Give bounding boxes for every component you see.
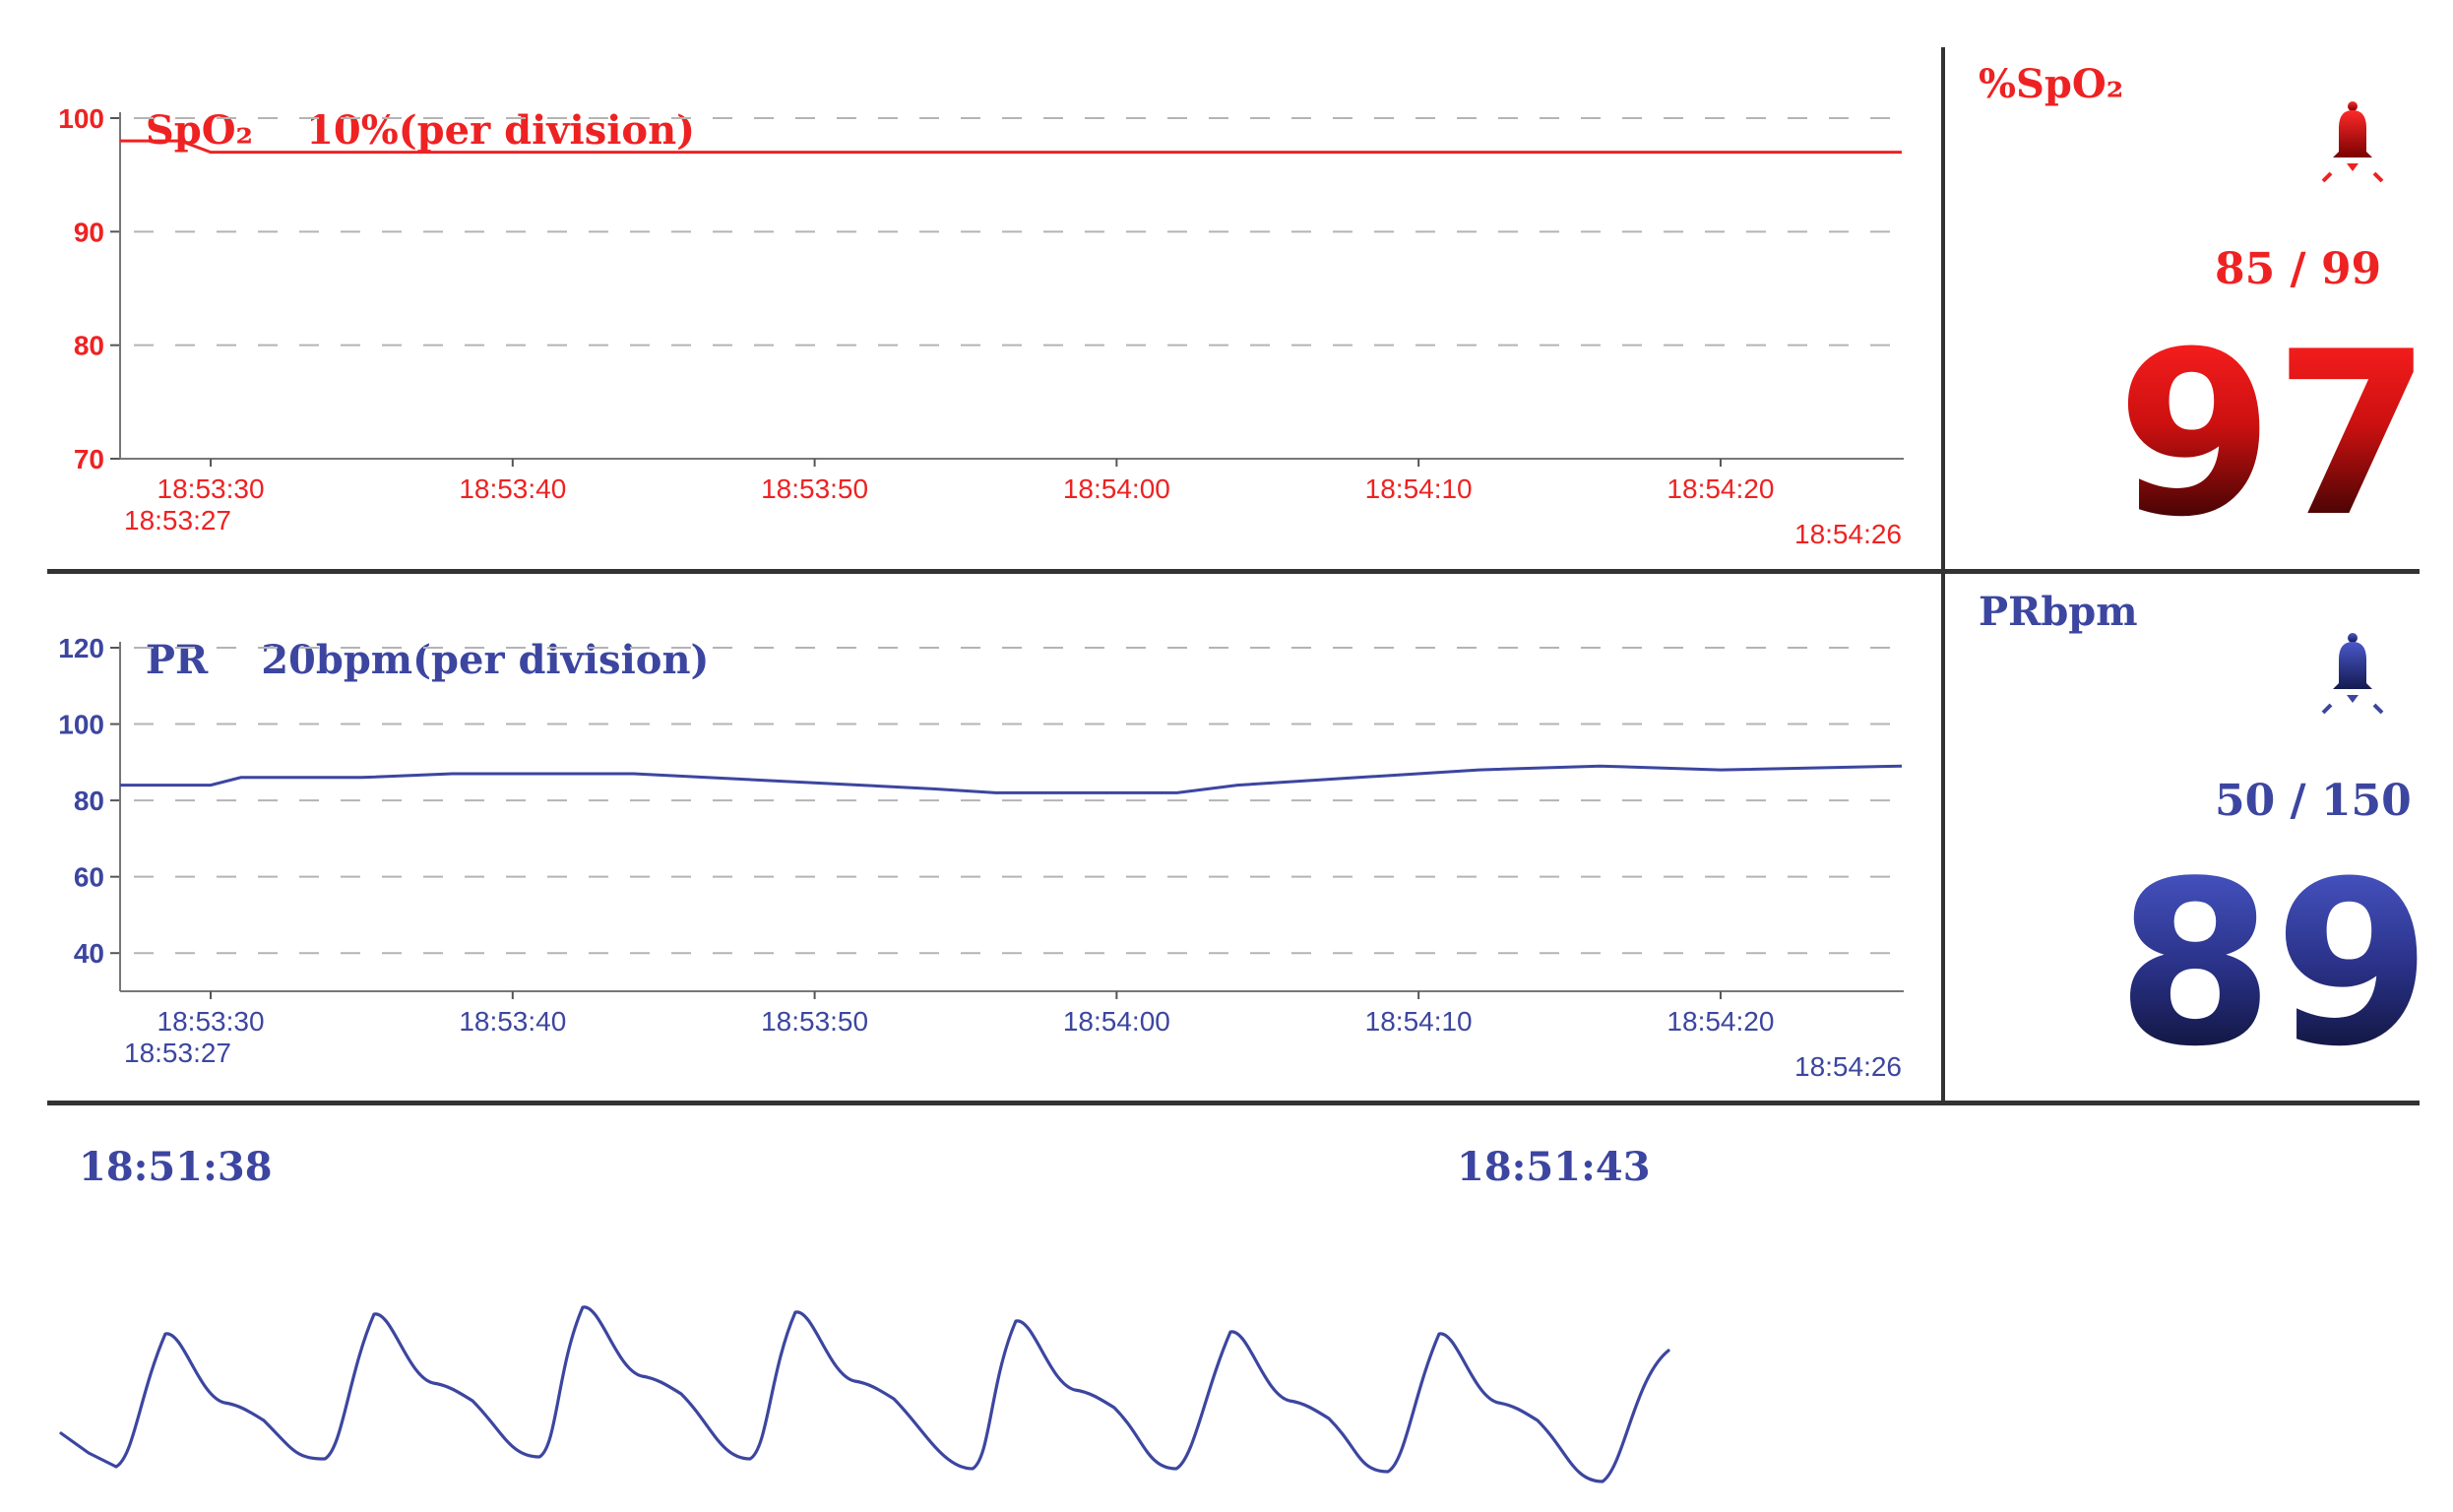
y-tick-label: 70 <box>74 444 104 474</box>
spo2-trend-scale: 10%(per division) <box>306 107 696 154</box>
series-line <box>120 139 1902 155</box>
spo2-trend-title: SpO₂ 10%(per division) <box>118 61 695 154</box>
pr-alarm-limits: 50 / 150 <box>2215 776 2412 826</box>
x-start-time-label: 18:53:27 <box>124 505 231 536</box>
series-line <box>120 764 1903 794</box>
spo2-alarm-limits: 85 / 99 <box>2215 244 2382 294</box>
pr-trend-label: PR <box>145 637 209 683</box>
y-tick-label: 90 <box>74 217 104 247</box>
x-tick-label: 18:54:20 <box>1667 1006 1774 1037</box>
divider-middle-bottom <box>47 1101 2420 1105</box>
pr-panel-label: PRbpm <box>1979 589 2138 635</box>
spo2-trend-label: SpO₂ <box>145 107 254 154</box>
x-tick-label: 18:53:40 <box>459 473 566 504</box>
x-tick-label: 18:54:10 <box>1365 1006 1473 1037</box>
x-tick-label: 18:54:20 <box>1667 473 1774 504</box>
divider-vertical <box>1941 47 1945 1105</box>
x-tick-label: 18:53:40 <box>459 1006 566 1037</box>
x-end-time-label: 18:54:26 <box>1794 519 1902 549</box>
x-end-time-label: 18:54:26 <box>1794 1051 1902 1082</box>
x-tick-label: 18:53:30 <box>157 473 265 504</box>
divider-top-middle <box>47 569 2420 574</box>
pr-value: 89 <box>2116 834 2432 1097</box>
spo2-panel-label: %SpO₂ <box>1979 61 2124 107</box>
y-tick-label: 100 <box>58 710 104 740</box>
y-tick-label: 120 <box>58 633 104 663</box>
x-tick-label: 18:54:00 <box>1063 473 1170 504</box>
pr-trend-title: PR 20bpm(per division) <box>118 591 710 683</box>
pleth-start-time: 18:51:38 <box>79 1144 273 1190</box>
x-tick-label: 18:54:10 <box>1365 473 1473 504</box>
y-tick-label: 80 <box>74 331 104 361</box>
y-tick-label: 100 <box>58 103 104 134</box>
x-tick-label: 18:53:30 <box>157 1006 265 1037</box>
spo2-value: 97 <box>2116 304 2432 567</box>
pr-trend-scale: 20bpm(per division) <box>261 637 710 683</box>
y-tick-label: 80 <box>74 786 104 816</box>
y-tick-label: 60 <box>74 862 104 893</box>
y-tick-label: 40 <box>74 938 104 969</box>
x-start-time-label: 18:53:27 <box>124 1038 231 1068</box>
x-tick-label: 18:53:50 <box>761 1006 868 1037</box>
pleth-waveform-line <box>59 1305 1670 1483</box>
x-tick-label: 18:53:50 <box>761 473 868 504</box>
x-tick-label: 18:54:00 <box>1063 1006 1170 1037</box>
pleth-end-time: 18:51:43 <box>1457 1144 1651 1190</box>
